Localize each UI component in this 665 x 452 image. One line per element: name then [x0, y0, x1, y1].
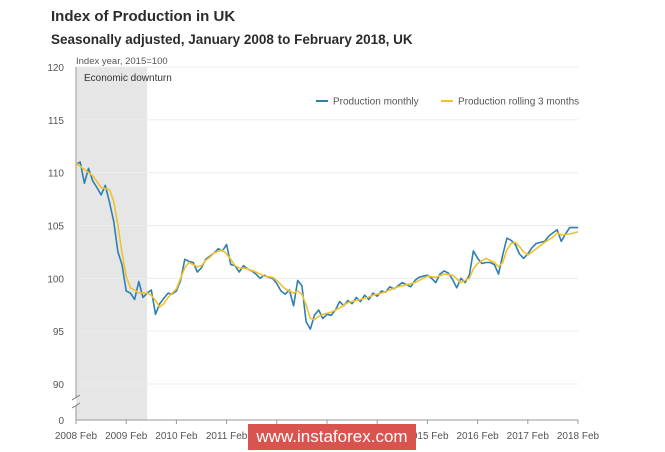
y-tick-label: 110 — [48, 169, 64, 180]
y-tick-label: 120 — [47, 63, 64, 74]
x-tick-label: 2010 Feb — [155, 431, 198, 442]
downturn-shading — [76, 67, 148, 420]
y-tick-label: 100 — [47, 274, 64, 285]
y-axis-label: Index year, 2015=100 — [76, 56, 168, 67]
y-tick-label-zero: 0 — [58, 416, 64, 427]
x-tick-label: 2018 Feb — [557, 431, 600, 442]
y-tick-label: 105 — [47, 222, 64, 233]
chart-subtitle: Seasonally adjusted, January 2008 to Feb… — [51, 32, 413, 47]
x-tick-label: 2015 Feb — [406, 431, 449, 442]
series-line-monthly — [75, 161, 578, 330]
series-layer — [75, 161, 579, 330]
shaded-region-layer: Economic downturn — [76, 67, 172, 420]
chart-title: Index of Production in UK — [51, 8, 236, 25]
x-tick-label: 2016 Feb — [456, 431, 499, 442]
y-tick-label: 115 — [48, 116, 64, 127]
watermark-banner: www.instaforex.com — [248, 424, 416, 450]
grid-layer — [76, 66, 578, 385]
legend-label: Production rolling 3 months — [458, 97, 579, 108]
downturn-label: Economic downturn — [84, 73, 172, 84]
x-tick-label: 2017 Feb — [507, 431, 550, 442]
series-line-rolling-3-months — [75, 162, 579, 321]
y-tick-label: 90 — [53, 380, 65, 391]
axis-break-mark — [71, 394, 81, 401]
legend: Production monthly Production rolling 3 m… — [316, 97, 579, 108]
x-tick-label: 2009 Feb — [105, 431, 148, 442]
x-tick-label: 2011 Feb — [206, 431, 248, 442]
axis-break-mark — [71, 402, 81, 409]
x-tick-label: 2008 Feb — [55, 431, 98, 442]
y-tick-label: 95 — [53, 327, 65, 338]
legend-label: Production monthly — [333, 97, 419, 108]
